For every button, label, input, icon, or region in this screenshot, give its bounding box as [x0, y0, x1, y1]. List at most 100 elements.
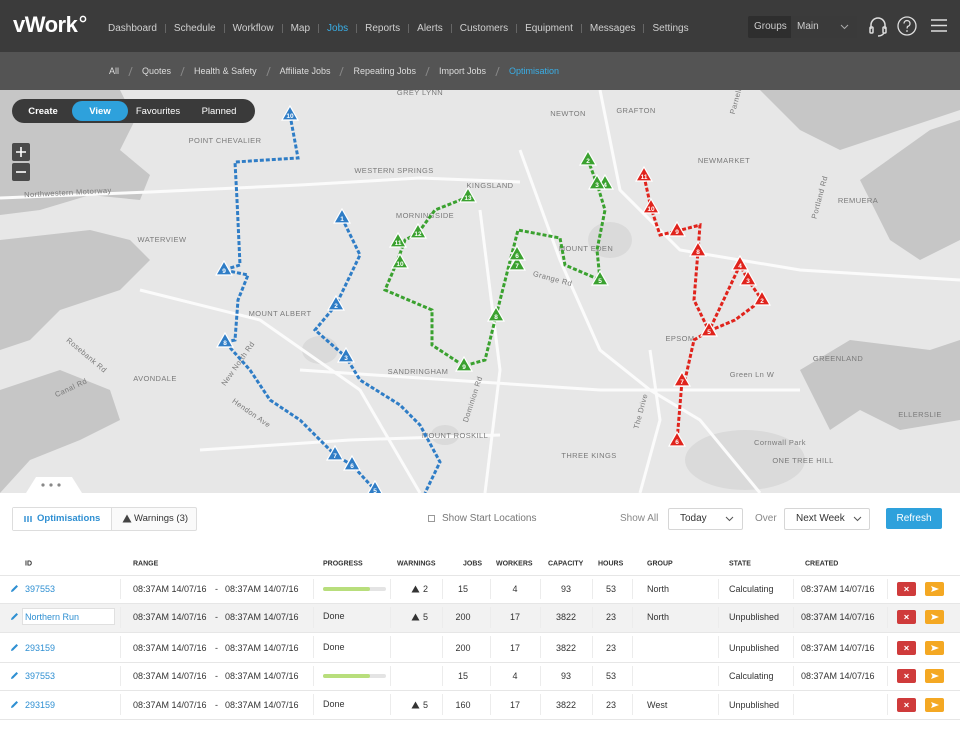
- refresh-button[interactable]: Refresh: [886, 508, 942, 529]
- delete-button[interactable]: [897, 641, 916, 655]
- mode-tab[interactable]: Planned: [202, 106, 237, 117]
- route-stop[interactable]: 9: [454, 355, 474, 372]
- route-stop[interactable]: 7: [507, 254, 527, 271]
- mode-tab[interactable]: Create: [28, 106, 58, 117]
- nav-item[interactable]: Alerts: [417, 23, 443, 34]
- subnav-item[interactable]: Affiliate Jobs: [279, 66, 331, 76]
- logo[interactable]: vWork: [13, 12, 78, 37]
- nav-item[interactable]: Settings: [652, 23, 689, 34]
- delete-button[interactable]: [897, 669, 916, 683]
- route-stop[interactable]: 2: [752, 289, 772, 306]
- publish-button[interactable]: [925, 641, 944, 655]
- headset-icon[interactable]: [869, 17, 887, 37]
- stop-number: 2: [760, 298, 764, 305]
- row-id[interactable]: Northern Run: [25, 612, 80, 622]
- route-stop[interactable]: 6: [667, 430, 687, 447]
- route-stop[interactable]: 1: [332, 207, 352, 224]
- route-stop[interactable]: 2: [578, 149, 598, 166]
- stop-marker: [458, 186, 478, 203]
- row-id[interactable]: 397553: [25, 671, 56, 681]
- range-select[interactable]: Next Week: [784, 508, 870, 530]
- subnav-item[interactable]: All: [109, 66, 120, 76]
- tab[interactable]: Warnings (3): [134, 513, 189, 524]
- subnav-separator: [265, 66, 271, 76]
- nav-item[interactable]: Jobs: [327, 23, 349, 34]
- tab[interactable]: Optimisations: [37, 513, 101, 524]
- row-divider: [0, 632, 960, 633]
- id-input[interactable]: [22, 608, 115, 625]
- nav-item[interactable]: Dashboard: [108, 23, 157, 34]
- route-stop[interactable]: 5: [367, 479, 383, 493]
- route-stop[interactable]: 3: [587, 173, 607, 190]
- delete-button[interactable]: [897, 610, 916, 624]
- route-stop[interactable]: 10: [280, 104, 300, 121]
- route-stop[interactable]: 11: [634, 165, 654, 182]
- delete-button[interactable]: [897, 698, 916, 712]
- edit-icon[interactable]: [10, 612, 19, 621]
- menu-icon[interactable]: [931, 19, 947, 32]
- delete-button[interactable]: [897, 582, 916, 596]
- nav-item[interactable]: Messages: [589, 23, 636, 34]
- nav-item[interactable]: Workflow: [232, 23, 274, 34]
- edit-icon[interactable]: [10, 643, 19, 652]
- group-selector[interactable]: Groups Main: [748, 16, 857, 38]
- route-stop[interactable]: 8: [688, 240, 708, 257]
- subnav-item[interactable]: Quotes: [142, 66, 172, 76]
- route-stop[interactable]: 10: [641, 197, 661, 214]
- route-stop[interactable]: 5: [590, 269, 610, 286]
- route-stop[interactable]: 3: [738, 269, 758, 286]
- route-stop[interactable]: 2: [326, 294, 346, 311]
- route-stop[interactable]: 4: [730, 254, 750, 271]
- range-end: 08:37AM 14/07/16: [225, 584, 299, 594]
- checkbox[interactable]: [428, 515, 435, 522]
- publish-button[interactable]: [925, 669, 944, 683]
- route-stop[interactable]: 12: [408, 222, 428, 239]
- group-select-value: Main: [797, 21, 819, 32]
- progress-text: Done: [323, 642, 345, 652]
- top-bar: vWork Dashboard Schedule Workflow Map Jobs Re…: [0, 0, 960, 52]
- subnav-item[interactable]: Repeating Jobs: [353, 66, 417, 76]
- route-stop[interactable]: 8: [486, 305, 506, 322]
- route-stop[interactable]: 10: [390, 252, 410, 269]
- subnav-item[interactable]: Import Jobs: [439, 66, 487, 76]
- hours: 53: [605, 671, 617, 681]
- subnav-item[interactable]: Health & Safety: [194, 66, 257, 76]
- help-icon[interactable]: [897, 16, 917, 36]
- period-select[interactable]: Today: [668, 508, 743, 530]
- hours: 23: [605, 700, 617, 710]
- subnav-item[interactable]: Optimisation: [509, 66, 560, 76]
- route-stop[interactable]: 9: [214, 259, 234, 276]
- route-stop[interactable]: 6: [507, 244, 527, 261]
- nav-item[interactable]: Reports: [365, 23, 401, 34]
- stop-marker: [325, 444, 345, 461]
- route-stop[interactable]: 7: [325, 444, 345, 461]
- nav-item[interactable]: Map: [290, 23, 311, 34]
- nav-separator: [516, 24, 518, 33]
- row-id[interactable]: 397553: [25, 584, 56, 594]
- route-stop[interactable]: 13: [458, 186, 478, 203]
- route-stop[interactable]: 7: [672, 370, 692, 387]
- nav-item[interactable]: Customers: [459, 23, 509, 34]
- route-stop[interactable]: 9: [667, 220, 687, 237]
- row-id[interactable]: 293159: [25, 643, 56, 653]
- route-stop[interactable]: 11: [388, 231, 408, 248]
- route-stop[interactable]: 5: [699, 320, 719, 337]
- nav-item[interactable]: Schedule: [173, 23, 216, 34]
- route-stop[interactable]: 8: [215, 331, 235, 348]
- route-stop[interactable]: 6: [342, 454, 362, 471]
- publish-button[interactable]: [925, 698, 944, 712]
- range-end: 08:37AM 14/07/16: [225, 700, 299, 710]
- cell-divider: [540, 607, 541, 628]
- mode-tab[interactable]: View: [89, 106, 111, 117]
- mode-tab[interactable]: Favourites: [136, 106, 181, 117]
- nav-item[interactable]: Equipment: [525, 23, 573, 34]
- edit-icon[interactable]: [10, 584, 19, 593]
- panel-handle[interactable]: [26, 477, 82, 493]
- route-stop[interactable]: 3: [336, 346, 356, 363]
- edit-icon[interactable]: [10, 700, 19, 709]
- edit-icon[interactable]: [10, 671, 19, 680]
- publish-button[interactable]: [925, 582, 944, 596]
- publish-button[interactable]: [925, 610, 944, 624]
- row-id[interactable]: 293159: [25, 700, 56, 710]
